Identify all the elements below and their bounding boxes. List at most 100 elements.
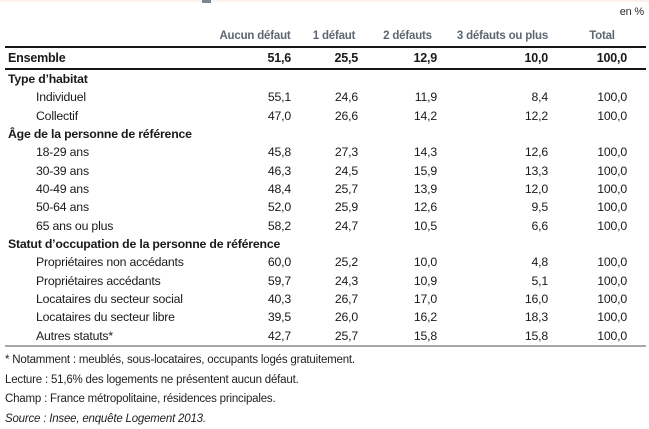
row-label: 65 ans ou plus: [5, 219, 210, 233]
table-row-section: Statut d’occupation de la personne de ré…: [5, 235, 646, 253]
cell-value: 12,9: [368, 51, 447, 65]
footnote-champ: Champ : France métropolitaine, résidence…: [5, 390, 645, 410]
table-row: 18-29 ans 45,8 27,3 14,3 12,6 100,0: [5, 143, 646, 161]
cell-value: 17,0: [368, 292, 447, 306]
cell-value: 15,9: [368, 164, 447, 178]
cell-value: 25,7: [300, 329, 368, 343]
cell-value: 15,8: [447, 329, 558, 343]
row-label: Locataires du secteur libre: [5, 310, 210, 324]
cell-value: 25,9: [300, 200, 368, 214]
cell-value: 100,0: [558, 219, 646, 233]
cell-value: 25,2: [300, 255, 368, 269]
cell-value: 12,2: [447, 109, 558, 123]
cell-value: 60,0: [210, 255, 300, 269]
row-label: 30-39 ans: [5, 164, 210, 178]
table-row: Collectif 47,0 26,6 14,2 12,2 100,0: [5, 107, 646, 125]
cropped-title-fragment: [202, 0, 211, 3]
cell-value: 11,9: [368, 90, 447, 104]
cell-value: 59,7: [210, 274, 300, 288]
table-row: 50-64 ans 52,0 25,9 12,6 9,5 100,0: [5, 198, 646, 216]
column-header-total: Total: [558, 30, 646, 42]
row-label: Propriétaires accédants: [5, 274, 210, 288]
table-row: Autres statuts* 42,7 25,7 15,8 15,8 100,…: [5, 327, 646, 345]
cell-value: 10,5: [368, 219, 447, 233]
cell-value: 12,6: [447, 145, 558, 159]
cell-value: 100,0: [558, 255, 646, 269]
cell-value: 12,6: [368, 200, 447, 214]
row-label: 18-29 ans: [5, 145, 210, 159]
cell-value: 58,2: [210, 219, 300, 233]
table-row-section: Âge de la personne de référence: [5, 125, 646, 143]
cell-value: 100,0: [558, 310, 646, 324]
cropped-title-edge: [0, 0, 649, 2]
table-row: Individuel 55,1 24,6 11,9 8,4 100,0: [5, 88, 646, 106]
table-row: 30-39 ans 46,3 24,5 15,9 13,3 100,0: [5, 162, 646, 180]
cell-value: 10,0: [368, 255, 447, 269]
cell-value: 5,1: [447, 274, 558, 288]
cell-value: 100,0: [558, 182, 646, 196]
cell-value: 15,8: [368, 329, 447, 343]
table-row: Locataires du secteur social 40,3 26,7 1…: [5, 290, 646, 308]
cell-value: 16,0: [447, 292, 558, 306]
cell-value: 8,4: [447, 90, 558, 104]
cell-value: 100,0: [558, 109, 646, 123]
table-header-row: Aucun défaut 1 défaut 2 défauts 3 défaut…: [5, 26, 646, 46]
cell-value: 100,0: [558, 274, 646, 288]
cell-value: 25,7: [300, 182, 368, 196]
cell-value: 100,0: [558, 292, 646, 306]
cell-value: 10,9: [368, 274, 447, 288]
table-row: 40-49 ans 48,4 25,7 13,9 12,0 100,0: [5, 180, 646, 198]
row-label: Locataires du secteur social: [5, 292, 210, 306]
cell-value: 48,4: [210, 182, 300, 196]
bottom-rule: [5, 345, 646, 347]
section-label: Âge de la personne de référence: [5, 127, 210, 141]
cell-value: 52,0: [210, 200, 300, 214]
cell-value: 25,5: [300, 51, 368, 65]
cell-value: 42,7: [210, 329, 300, 343]
cell-value: 39,5: [210, 310, 300, 324]
footnote-asterisk: * Notamment : meublés, sous-locataires, …: [5, 351, 645, 371]
cell-value: 26,6: [300, 109, 368, 123]
cell-value: 100,0: [558, 200, 646, 214]
cell-value: 40,3: [210, 292, 300, 306]
table-footnotes: * Notamment : meublés, sous-locataires, …: [5, 351, 645, 429]
cell-value: 4,8: [447, 255, 558, 269]
row-label: Ensemble: [5, 51, 210, 65]
column-header-aucun-defaut: Aucun défaut: [210, 30, 300, 42]
cell-value: 24,7: [300, 219, 368, 233]
cell-value: 55,1: [210, 90, 300, 104]
cell-value: 24,3: [300, 274, 368, 288]
row-label: Autres statuts*: [5, 329, 210, 343]
cell-value: 100,0: [558, 164, 646, 178]
cell-value: 45,8: [210, 145, 300, 159]
cell-value: 10,0: [447, 51, 558, 65]
row-label: Propriétaires non accédants: [5, 255, 210, 269]
cell-value: 16,2: [368, 310, 447, 324]
column-header-3-defauts-ou-plus: 3 défauts ou plus: [447, 30, 558, 42]
cell-value: 100,0: [558, 145, 646, 159]
cell-value: 27,3: [300, 145, 368, 159]
cell-value: 46,3: [210, 164, 300, 178]
footnote-lecture: Lecture : 51,6% des logements ne présent…: [5, 371, 645, 391]
cell-value: 100,0: [558, 90, 646, 104]
row-label: Individuel: [5, 90, 210, 104]
column-header-1-defaut: 1 défaut: [300, 30, 368, 42]
table-body: Type d’habitat Individuel 55,1 24,6 11,9…: [5, 70, 646, 345]
cell-value: 9,5: [447, 200, 558, 214]
column-header-2-defauts: 2 défauts: [368, 30, 447, 42]
cell-value: 14,2: [368, 109, 447, 123]
cell-value: 13,9: [368, 182, 447, 196]
cell-value: 100,0: [558, 51, 646, 65]
cell-value: 26,0: [300, 310, 368, 324]
table-row-section: Type d’habitat: [5, 70, 646, 88]
row-label: Collectif: [5, 109, 210, 123]
cell-value: 24,5: [300, 164, 368, 178]
cell-value: 47,0: [210, 109, 300, 123]
cell-value: 18,3: [447, 310, 558, 324]
table-row-ensemble: Ensemble 51,6 25,5 12,9 10,0 100,0: [5, 48, 646, 68]
section-label: Type d’habitat: [5, 72, 210, 86]
cell-value: 6,6: [447, 219, 558, 233]
cell-value: 100,0: [558, 329, 646, 343]
table-row: Locataires du secteur libre 39,5 26,0 16…: [5, 308, 646, 326]
section-label: Statut d’occupation de la personne de ré…: [5, 237, 210, 251]
